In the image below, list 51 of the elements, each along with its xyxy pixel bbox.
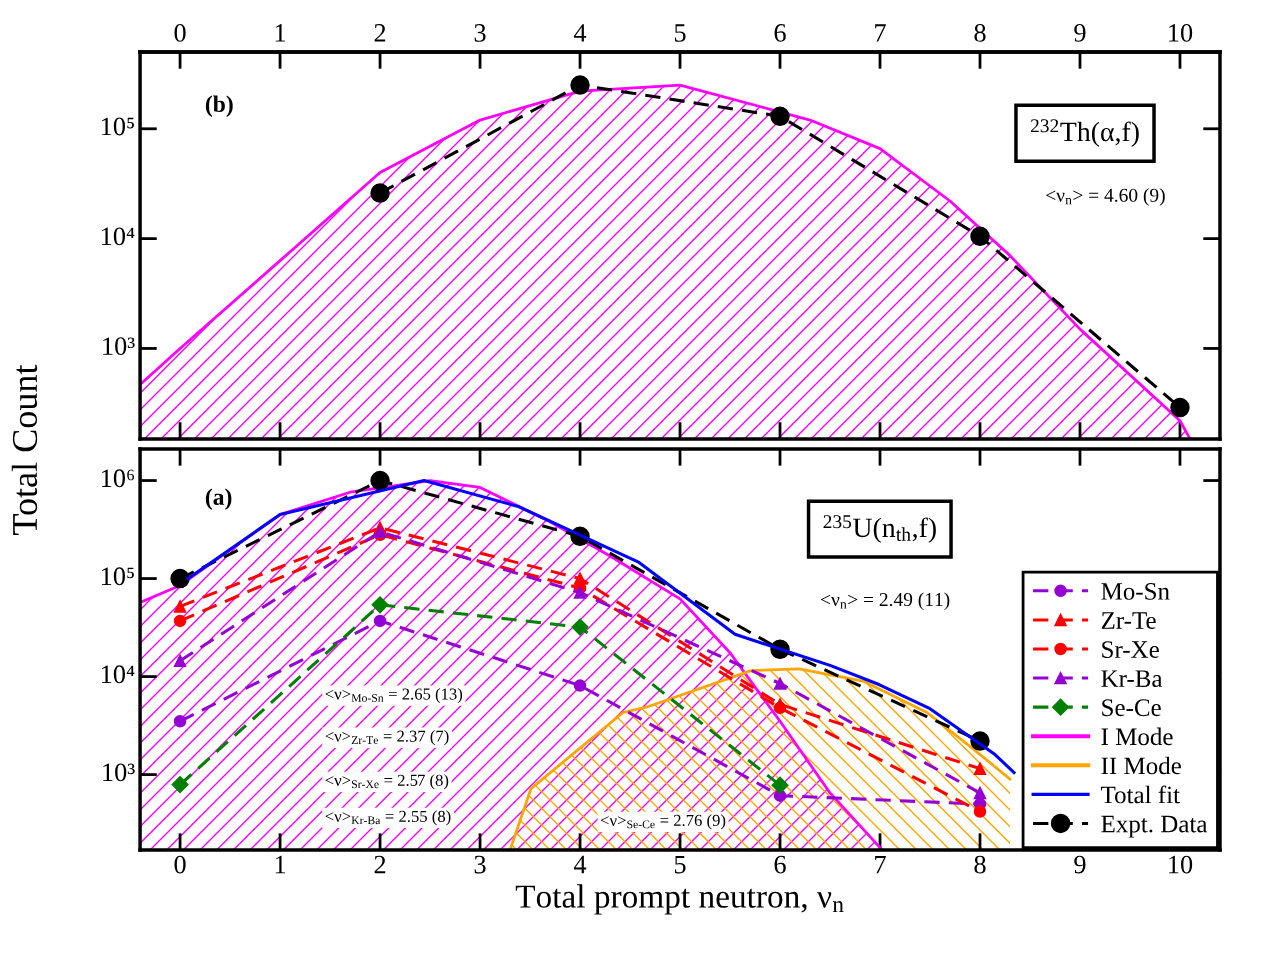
annotation: (a) bbox=[205, 488, 232, 510]
legend-label: Se-Ce bbox=[1102, 699, 1161, 717]
y-axis-title: Total Count bbox=[11, 364, 38, 535]
annotation: <ν>$_{Sr‐Xe}$ = 2.57 (8) bbox=[325, 774, 449, 790]
annotation: $^{235}$U(n$_{th}$,f) bbox=[823, 515, 936, 543]
x-tick-label: 3 bbox=[474, 855, 486, 874]
annotation: <ν>$_{Kr‐Ba}$ = 2.55 (8) bbox=[325, 810, 451, 826]
legend-label: Sr-Xe bbox=[1102, 641, 1159, 658]
y-tick-label: 10³ bbox=[103, 337, 135, 356]
legend-label: I Mode bbox=[1101, 727, 1173, 746]
x2-tick-label: 7 bbox=[875, 24, 886, 42]
y-tick-label: 10⁶ bbox=[101, 469, 134, 488]
x-tick-label: 10 bbox=[1169, 855, 1193, 874]
legend-label: Zr-Te bbox=[1101, 612, 1156, 629]
x-tick-label: 7 bbox=[875, 855, 886, 874]
legend-label: II Mode bbox=[1101, 756, 1181, 775]
x2-tick-label: 10 bbox=[1169, 23, 1193, 42]
x-tick-label: 8 bbox=[974, 855, 986, 874]
annotation: <ν$_{n}$> = 2.49 (11) bbox=[821, 592, 950, 611]
annotation: <ν>$_{Se‐Ce}$ = 2.76 (9) bbox=[600, 814, 726, 830]
x-tick-label: 2 bbox=[374, 855, 386, 874]
x-axis-title: Total prompt neutron, ν$_{n}$ bbox=[515, 884, 844, 915]
annotation: <ν$_{n}$> = 4.60 (9) bbox=[1046, 188, 1165, 206]
x2-tick-label: 8 bbox=[974, 23, 986, 42]
legend-label: Expt. Data bbox=[1101, 815, 1208, 838]
y-tick-label: 10⁴ bbox=[101, 227, 135, 246]
x2-tick-label: 6 bbox=[774, 24, 786, 42]
x-tick-label: 1 bbox=[275, 855, 286, 874]
x2-tick-label: 5 bbox=[674, 24, 686, 42]
x-tick-label: 4 bbox=[573, 855, 587, 874]
legend-label: Total fit bbox=[1101, 785, 1180, 804]
legend-label: Kr-Ba bbox=[1101, 670, 1163, 688]
x-tick-label: 9 bbox=[1074, 855, 1086, 874]
x-tick-label: 5 bbox=[674, 855, 686, 874]
x-tick-label: 0 bbox=[174, 855, 186, 874]
x2-tick-label: 3 bbox=[474, 24, 486, 42]
annotation: <ν>$_{Mo‐Sn}$ = 2.65 (13) bbox=[325, 687, 463, 704]
x-tick-label: 6 bbox=[774, 855, 786, 874]
annotation: (b) bbox=[205, 95, 233, 117]
annotation: $^{232}$Th(α,f) bbox=[1030, 119, 1139, 147]
y-tick-label: 10⁵ bbox=[101, 567, 134, 586]
annotation: <ν>$_{Zr‐Te}$ = 2.37 (7) bbox=[325, 730, 449, 746]
x2-tick-label: 0 bbox=[174, 23, 186, 42]
x2-tick-label: 9 bbox=[1074, 24, 1086, 42]
x2-tick-label: 4 bbox=[573, 24, 587, 42]
y-tick-label: 10³ bbox=[103, 763, 135, 782]
x2-tick-label: 2 bbox=[374, 24, 386, 42]
legend-label: Mo-Sn bbox=[1101, 583, 1170, 600]
y-tick-label: 10⁴ bbox=[101, 665, 135, 684]
x2-tick-label: 1 bbox=[275, 24, 286, 42]
y-tick-label: 10⁵ bbox=[101, 117, 134, 136]
